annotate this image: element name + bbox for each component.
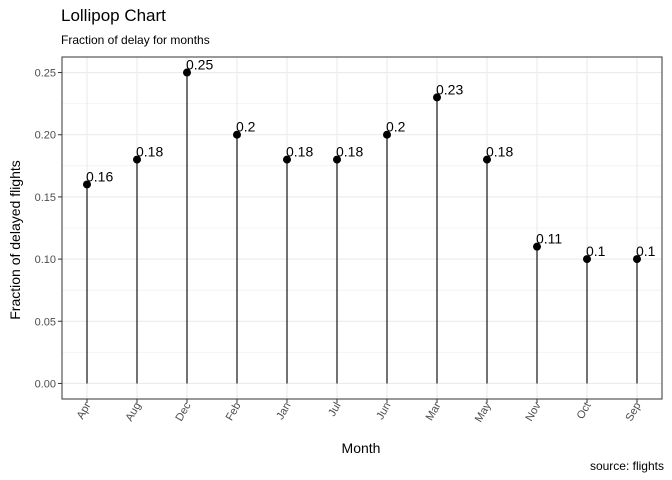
lollipop-point (583, 255, 591, 264)
data-label: 0.18 (136, 144, 163, 160)
x-axis-label: Month (341, 440, 381, 456)
y-tick-label: 0.15 (35, 192, 56, 204)
lollipop-point (433, 93, 441, 102)
chart-subtitle: Fraction of delay for months (61, 33, 210, 47)
lollipop-point (533, 242, 541, 251)
data-label: 0.11 (536, 231, 562, 247)
stems (86, 72, 638, 384)
y-tick-label: 0.20 (35, 130, 56, 142)
lollipop-point (133, 155, 141, 164)
lollipop-point (83, 180, 91, 189)
x-axis: Apr Aug Dec Feb Jan Jul Jun Mar May Nov Oct Sep (75, 399, 644, 424)
x-tick-label: Oct (575, 401, 594, 422)
lollipop-point (633, 255, 641, 264)
grid-minor (62, 103, 662, 353)
data-label: 0.2 (386, 119, 406, 135)
x-tick-label: Jan (274, 401, 293, 422)
y-tick-label: 0.10 (35, 254, 56, 266)
x-tick-label: Mar (424, 400, 444, 423)
y-axis: 0.00 0.05 0.10 0.15 0.20 0.25 (35, 68, 62, 390)
points (83, 68, 641, 264)
panel-border (61, 56, 663, 400)
data-label: 0.18 (486, 144, 513, 160)
chart-caption: source: flights (589, 459, 664, 473)
x-tick-label: Apr (75, 400, 94, 421)
y-tick-label: 0.05 (35, 316, 56, 328)
data-label: 0.1 (586, 243, 606, 259)
x-tick-label: Nov (523, 400, 543, 423)
x-tick-label: May (473, 400, 494, 424)
x-tick-label: Jul (326, 401, 343, 419)
data-labels: 0.16 0.18 0.25 0.2 0.18 0.18 0.2 0.23 0.18 0.11 0.… (86, 57, 656, 260)
lollipop-point (483, 155, 491, 164)
data-label: 0.2 (236, 119, 256, 135)
x-tick-label: Dec (173, 400, 193, 423)
data-label: 0.25 (186, 57, 213, 73)
lollipop-point (383, 130, 391, 139)
x-tick-label: Feb (224, 401, 244, 423)
lollipop-point (183, 68, 191, 77)
data-label: 0.18 (286, 144, 313, 160)
data-label: 0.18 (336, 144, 363, 160)
chart-title: Lollipop Chart (61, 6, 166, 25)
x-tick-label: Jun (374, 401, 393, 422)
y-tick-label: 0.25 (35, 68, 56, 80)
x-tick-label: Sep (623, 401, 643, 424)
data-label: 0.23 (436, 81, 463, 97)
lollipop-point (283, 155, 291, 164)
lollipop-point (233, 130, 241, 139)
lollipop-point (333, 155, 341, 164)
data-label: 0.1 (636, 243, 656, 259)
data-label: 0.16 (86, 168, 113, 184)
y-tick-label: 0.00 (35, 378, 56, 390)
x-tick-label: Aug (123, 401, 143, 424)
